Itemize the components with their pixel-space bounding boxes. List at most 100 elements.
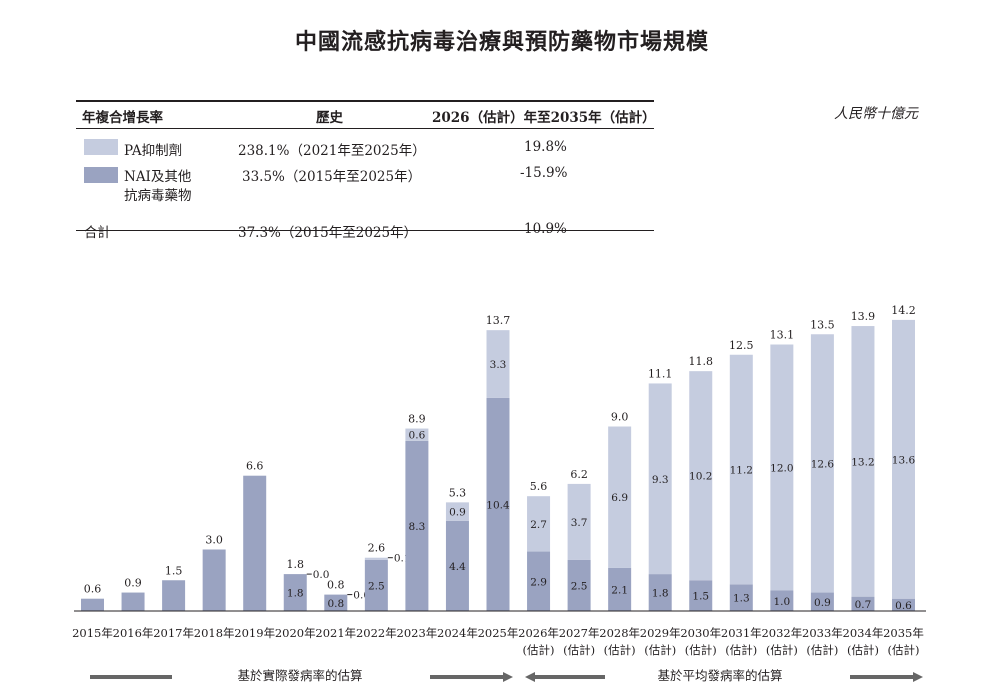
total-label: 6.6: [246, 460, 264, 473]
bar-segment-nai: [608, 567, 632, 611]
segment-label-pa: 2.7: [530, 519, 547, 531]
segment-label-pa: 0.0: [313, 569, 330, 581]
segment-label-nai: 2.9: [530, 576, 547, 588]
x-tick-sublabel: (估計): [766, 643, 798, 657]
segment-label-nai: 1.5: [692, 591, 709, 603]
bar-segment-nai: [567, 559, 591, 611]
bar-segment-nai: [689, 580, 713, 611]
x-tick-label: 2023年: [397, 626, 438, 640]
total-label: 12.5: [729, 339, 754, 352]
cagr-header-label: 年複合增長率: [82, 110, 163, 126]
segment-label-pa: 11.2: [730, 465, 753, 477]
segment-label-pa: 10.2: [689, 471, 712, 483]
segment-label-nai: 8.3: [409, 521, 426, 533]
x-tick-label: 2034年: [843, 626, 884, 640]
bar-segment-pa: [405, 428, 429, 441]
total-label: 13.5: [810, 318, 835, 331]
bar-segment-nai: [202, 549, 226, 611]
arrow-right-icon: [913, 672, 923, 682]
cagr-total-historical: 37.3%（2015年至2025年）: [238, 225, 418, 241]
segment-label-nai: 10.4: [486, 499, 510, 511]
x-tick-label: 2015年: [72, 626, 113, 640]
x-tick-label: 2032年: [761, 626, 802, 640]
bar-segment-pa: [770, 344, 794, 591]
x-tick-sublabel: (估計): [644, 643, 676, 657]
chart-title: 中國流感抗病毒治療與預防藥物市場規模: [294, 29, 709, 55]
arrow-left-icon: [525, 672, 535, 682]
x-tick-label: 2029年: [640, 626, 681, 640]
total-label: 5.6: [530, 480, 548, 493]
segment-label-pa: 3.3: [490, 359, 507, 371]
x-tick-label: 2022年: [356, 626, 397, 640]
total-label: 3.0: [205, 534, 223, 547]
bar-segment-pa: [364, 557, 388, 560]
legend-swatch-nai: [84, 167, 118, 183]
total-label: 13.1: [770, 329, 795, 342]
bar-segment-pa: [810, 334, 834, 593]
total-label: 0.8: [327, 579, 345, 592]
segment-label-pa: 12.6: [811, 458, 835, 470]
cagr-total-forecast: 10.9%: [524, 221, 567, 237]
x-tick-label: 2026年: [518, 626, 559, 640]
legend-label-pa: PA抑制劑: [124, 143, 183, 159]
x-tick-label: 2021年: [315, 626, 356, 640]
segment-label-pa: 3.7: [571, 517, 588, 529]
x-tick-sublabel: (估計): [725, 643, 757, 657]
legend-label-nai-line1: NAI及其他: [124, 169, 192, 185]
x-tick-label: 2028年: [599, 626, 640, 640]
segment-label-pa: 13.2: [851, 456, 874, 468]
segment-label-pa: 0.9: [449, 507, 466, 519]
segment-label-pa: 12.0: [770, 463, 793, 475]
bar-segment-pa: [892, 319, 915, 599]
cagr-table: 年複合增長率 歷史 2026（估計）年至2035年（估計） PA抑制劑 238.…: [76, 100, 656, 241]
x-tick-label: 2031年: [721, 626, 762, 640]
bar-segment-nai: [810, 592, 834, 611]
segment-label-nai: 1.0: [773, 596, 790, 608]
legend-swatch-pa: [84, 139, 118, 155]
x-tick-label: 2018年: [194, 626, 235, 640]
x-tick-label: 2017年: [153, 626, 194, 640]
unit-label: 人民幣十億元: [834, 106, 918, 122]
x-tick-sublabel: (估計): [685, 643, 717, 657]
segment-label-nai: 4.4: [449, 561, 466, 573]
bar-segment-nai: [81, 598, 104, 611]
cagr-header-forecast: 2026（估計）年至2035年（估計）: [432, 110, 656, 126]
total-label: 9.0: [611, 411, 629, 424]
bar-segment-nai: [243, 475, 267, 611]
segment-label-nai: 1.8: [652, 588, 669, 600]
bar-segment-nai: [892, 598, 915, 611]
x-tick-label: 2024年: [437, 626, 478, 640]
segment-label-nai: 2.5: [571, 580, 588, 592]
bar-segment-pa: [486, 330, 510, 398]
x-tick-sublabel: (估計): [847, 643, 879, 657]
bar-segment-nai: [486, 397, 510, 611]
segment-label-nai: 2.1: [611, 584, 628, 596]
cagr-pa-forecast: 19.8%: [524, 139, 567, 155]
segment-label-pa: 0.6: [409, 430, 426, 442]
total-label: 0.9: [124, 577, 142, 590]
total-label: 2.6: [368, 542, 386, 555]
bar-segment-nai: [445, 520, 469, 611]
bar-segment-pa: [689, 371, 713, 581]
cagr-header: 年複合增長率 歷史 2026（估計）年至2035年（估計）: [76, 100, 656, 129]
cagr-total-label: 合計: [84, 225, 111, 241]
bar-segment-nai: [121, 592, 145, 611]
x-tick-label: 2027年: [559, 626, 600, 640]
bar-segment-nai: [851, 596, 875, 611]
segment-label-nai: 1.8: [287, 588, 304, 600]
actual-estimate-label: 基於實際發病率的估算: [237, 668, 362, 683]
bar-segment-nai: [527, 551, 551, 611]
segment-label-pa: 13.6: [892, 454, 916, 466]
bar-segment-nai: [405, 440, 429, 611]
x-tick-sublabel: (估計): [806, 643, 838, 657]
avg-estimate-label: 基於平均發病率的估算: [657, 668, 782, 683]
x-tick-sublabel: (估計): [563, 643, 595, 657]
cagr-bottom-rule: [76, 230, 654, 231]
total-label: 13.9: [851, 310, 876, 323]
total-label: 11.8: [689, 355, 714, 368]
cagr-nai-forecast: -15.9%: [520, 165, 568, 181]
segment-label-nai: 2.5: [368, 580, 385, 592]
x-tick-sublabel: (估計): [888, 643, 920, 657]
x-tick-label: 2025年: [478, 626, 519, 640]
